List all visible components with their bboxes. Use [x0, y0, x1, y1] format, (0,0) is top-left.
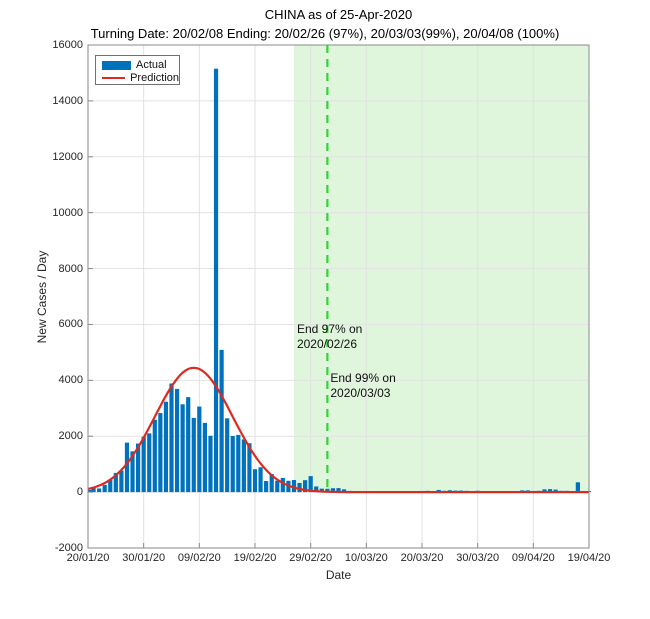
actual-bar: [236, 434, 241, 493]
actual-bar: [225, 418, 230, 493]
actual-bar: [119, 470, 124, 493]
annotation-end-97-line2: 2020/02/26: [296, 336, 358, 351]
actual-bar-swatch: [102, 60, 131, 70]
actual-bar: [325, 488, 330, 493]
x-tick-label: 09/02/20: [177, 552, 221, 564]
chart-subtitle: Turning Date: 20/02/08 Ending: 20/02/26 …: [90, 26, 560, 41]
actual-bar: [308, 476, 313, 493]
actual-bar: [208, 435, 213, 493]
actual-bar: [319, 488, 324, 493]
x-axis-label: Date: [325, 568, 352, 582]
actual-bar: [341, 489, 347, 493]
chart-title: CHINA as of 25-Apr-2020: [264, 7, 413, 22]
y-tick-label: 14000: [52, 94, 83, 107]
actual-bar: [553, 489, 558, 493]
y-tick-label: 16000: [52, 39, 83, 51]
x-tick-label: 09/04/20: [511, 552, 555, 564]
y-tick-label: 10000: [52, 206, 83, 219]
actual-bar: [547, 489, 553, 493]
actual-bar: [264, 481, 269, 493]
x-tick-label: 20/01/20: [66, 552, 110, 564]
actual-bar: [113, 472, 118, 493]
annotation-end-97: End 97% on 2020/02/26: [297, 322, 362, 352]
annotation-end-99: End 99% on 2020/03/03: [330, 371, 395, 401]
x-tick-label: 10/03/20: [344, 552, 388, 564]
annotation-end-99-line2: 2020/03/03: [330, 385, 391, 400]
y-tick-label: 2000: [58, 430, 83, 443]
prediction-curve: [87, 366, 589, 494]
actual-bar: [258, 467, 263, 493]
x-tick-label: 29/02/20: [289, 552, 333, 564]
actual-bar: [152, 419, 157, 493]
x-tick-label: 30/01/20: [122, 552, 166, 564]
actual-bar: [97, 488, 102, 493]
actual-bar: [202, 422, 207, 493]
x-tick-label: 20/03/20: [400, 552, 444, 564]
actual-bar: [303, 480, 308, 493]
y-tick-label: 8000: [58, 262, 83, 275]
actual-bar: [247, 443, 252, 493]
x-tick-label: 19/04/20: [567, 552, 611, 564]
actual-bar: [186, 397, 191, 493]
actual-bar: [314, 486, 319, 493]
actual-bar: [91, 487, 96, 493]
actual-bar: [252, 469, 258, 493]
legend-item-prediction: Prediction: [102, 72, 179, 84]
actual-bar: [158, 413, 163, 493]
actual-bar: [575, 482, 580, 493]
annotation-end-99-line1: End 99% on: [330, 370, 396, 385]
actual-bar: [542, 489, 547, 493]
actual-bar: [169, 383, 174, 493]
actual-bar: [241, 439, 246, 493]
y-tick-label: 4000: [58, 374, 83, 387]
legend-item-actual: Actual: [102, 59, 179, 71]
actual-bar: [297, 482, 302, 493]
prediction-line-swatch: [102, 76, 126, 80]
legend: Actual Prediction: [95, 55, 180, 85]
actual-bar: [219, 349, 224, 493]
actual-bar: [174, 388, 180, 493]
actual-bar: [88, 489, 93, 493]
axes-box: [87, 44, 590, 549]
actual-bar: [136, 443, 141, 493]
y-tick-label: -2000: [54, 542, 83, 554]
actual-bar: [124, 442, 130, 493]
actual-bar: [191, 417, 196, 493]
annotation-end-97-line1: End 97% on: [296, 321, 363, 336]
y-tick-label: 0: [76, 486, 83, 499]
actual-bar: [230, 435, 235, 493]
actual-bar: [163, 401, 169, 493]
actual-bar: [269, 474, 274, 493]
x-tick-label: 30/03/20: [456, 552, 500, 564]
actual-bar: [291, 480, 297, 493]
y-tick-label: 6000: [58, 318, 83, 331]
legend-prediction-label: Prediction: [130, 71, 179, 84]
x-tick-label: 19/02/20: [233, 552, 277, 564]
actual-bar: [330, 488, 336, 493]
actual-bar: [197, 406, 202, 493]
y-axis-label: New Cases / Day: [35, 250, 49, 344]
actual-bar: [141, 436, 146, 493]
actual-bar: [147, 433, 152, 493]
actual-bar: [108, 479, 113, 493]
actual-bar: [130, 451, 135, 493]
legend-actual-label: Actual: [136, 58, 167, 71]
actual-bar: [213, 68, 219, 493]
y-tick-label: 12000: [52, 150, 83, 163]
actual-bar: [336, 488, 341, 493]
actual-bar: [102, 484, 107, 493]
actual-bar: [275, 480, 280, 493]
actual-bar: [180, 404, 185, 493]
actual-bar: [280, 477, 285, 493]
